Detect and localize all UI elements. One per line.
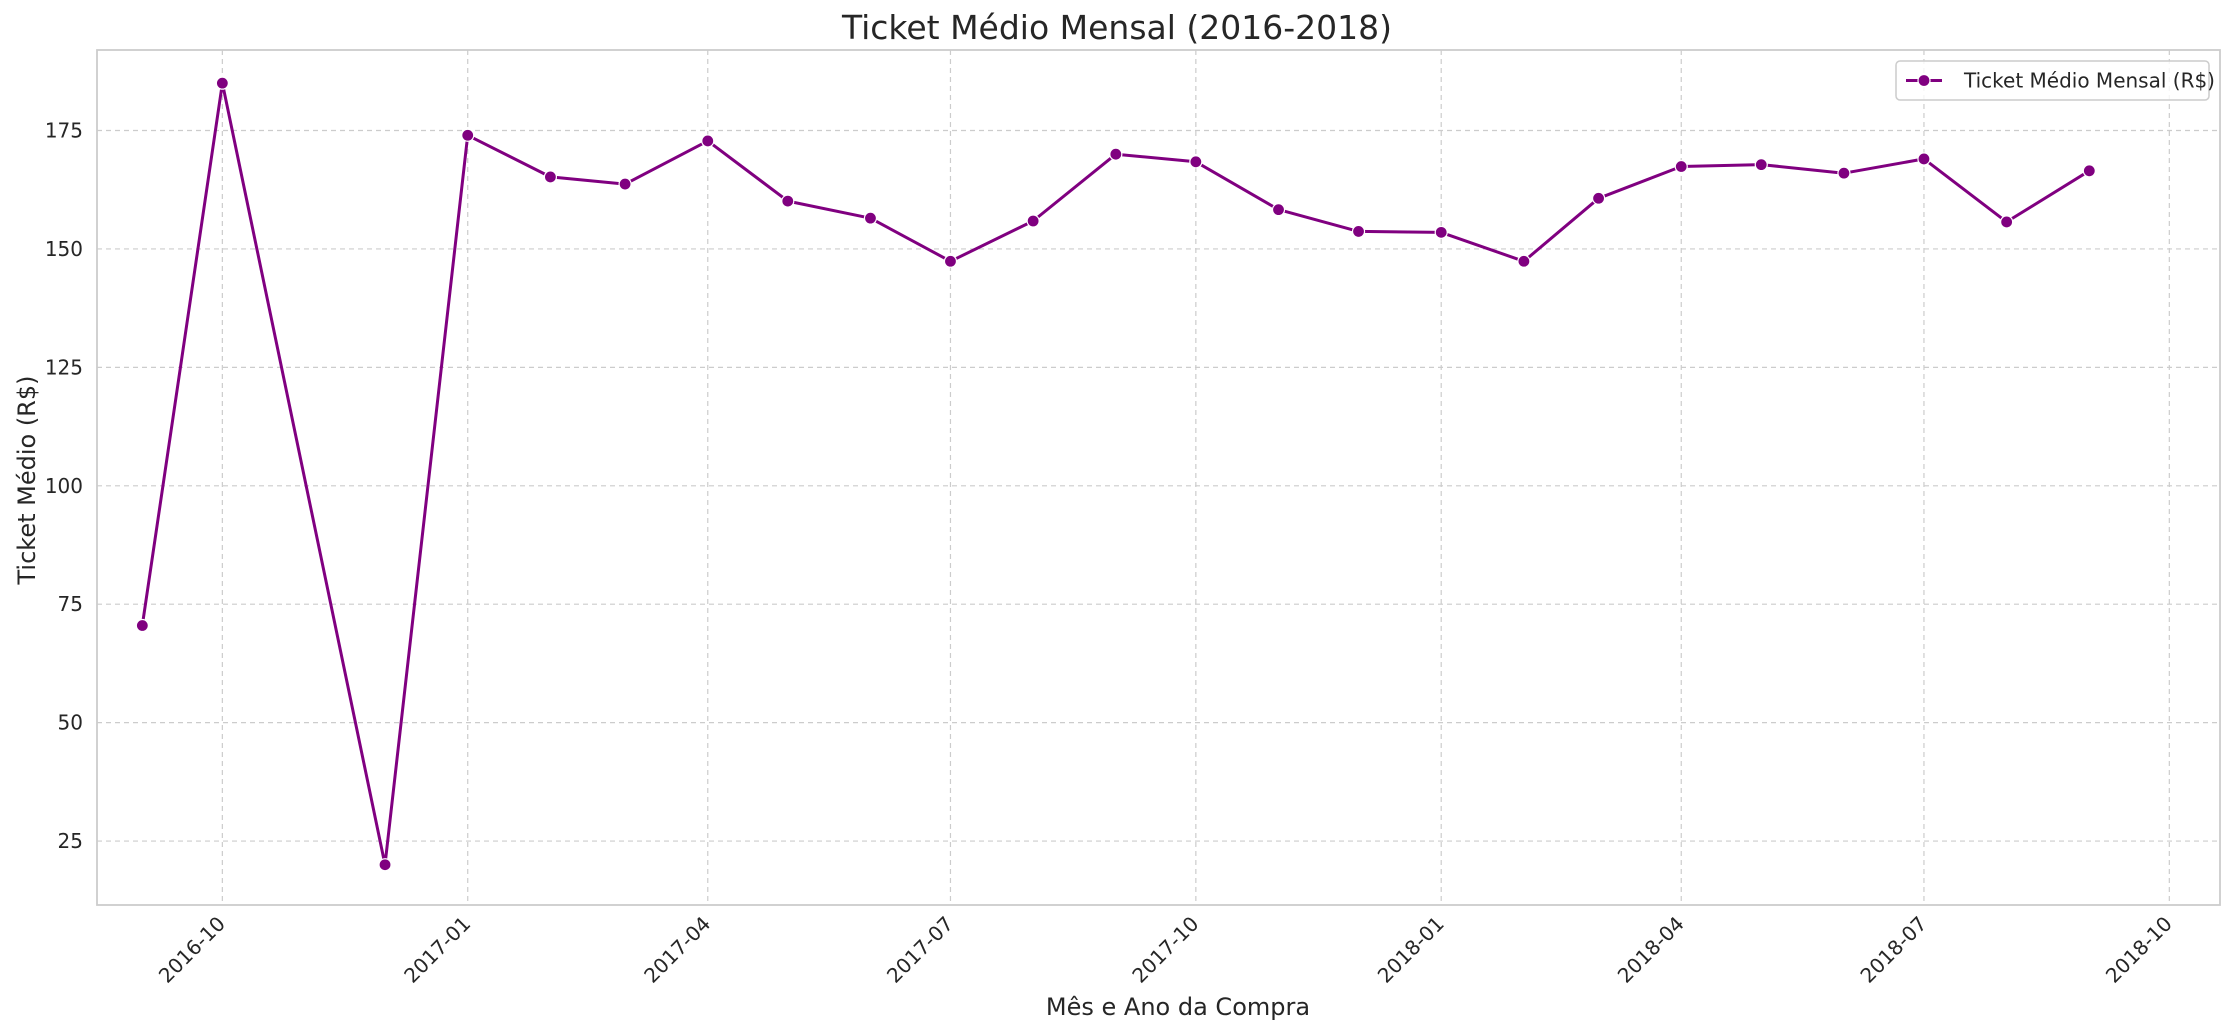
data-point [1754,158,1768,172]
y-axis-label: Ticket Médio (R$) [13,376,41,586]
data-point [1517,254,1531,268]
chart-title: Ticket Médio Mensal (2016-2018) [841,8,1392,47]
legend: Ticket Médio Mensal (R$) [1895,60,2215,101]
data-point [1109,147,1123,161]
y-tick-label: 25 [58,829,83,853]
y-tick-label: 175 [45,119,83,143]
data-point [461,128,475,142]
y-tick-label: 150 [45,237,83,261]
y-tick-label: 75 [58,592,83,616]
data-point [543,170,558,184]
data-point [701,134,715,148]
legend-frame [1895,60,2210,101]
y-tick-label: 125 [45,355,83,379]
data-point [1189,155,1203,169]
y-tick-label: 100 [45,474,83,498]
data-point [618,177,632,191]
y-tick-label: 50 [58,711,83,735]
data-point [1351,224,1366,239]
legend-marker-swatch [1917,73,1931,88]
legend-entry-label: Ticket Médio Mensal (R$) [1963,69,2215,93]
x-axis-label: Mês e Ano da Compra [1046,993,1310,1021]
data-point [2000,215,2014,229]
data-point [863,211,878,225]
data-point [1837,166,1851,180]
data-point [215,76,229,90]
data-point [1674,159,1688,174]
series-line [140,81,2091,867]
data-point [781,194,795,208]
data-point [1917,152,1931,166]
data-point [1434,225,1448,239]
data-point [135,618,149,633]
plot-area-frame [96,49,2221,906]
data-point [1271,203,1286,217]
data-point [378,858,392,872]
data-point [1026,214,1040,228]
data-point [943,254,958,268]
data-point [1591,191,1606,205]
data-point [2082,164,2096,178]
